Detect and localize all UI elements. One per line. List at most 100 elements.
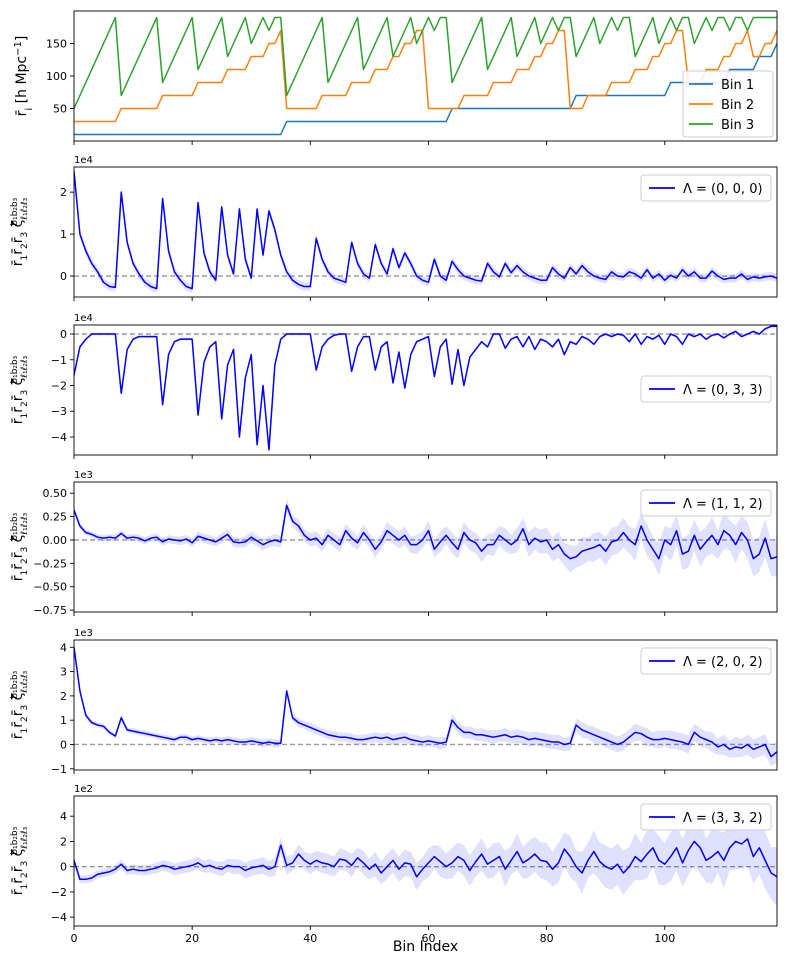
y-axis-label: r̄1r̄2r̄3 ζℓ₁ℓ₂ℓ₃b₁b₂b₃ xyxy=(10,670,30,739)
y-label-part: b₁b₂b₃ xyxy=(10,512,20,540)
y-label-part: r̄ xyxy=(10,407,26,413)
y-label-part: ℓ₁ℓ₂ℓ₃ xyxy=(20,512,30,535)
y-label-part: −1 xyxy=(13,41,24,56)
series-line--0-0-0- xyxy=(74,171,777,290)
y-label-part: 3 xyxy=(20,232,30,238)
plot-area xyxy=(74,325,777,452)
y-label-part: ζ xyxy=(10,535,26,547)
y-tick-label: −1 xyxy=(51,354,67,367)
y-label-part: ℓ₁ℓ₂ℓ₃ xyxy=(20,826,30,849)
legend-label: Λ = (1, 1, 2) xyxy=(683,497,763,512)
y-label-part: r̄ xyxy=(10,866,26,872)
y-tick-label: −0.25 xyxy=(33,557,67,570)
y-label-part: r̄ xyxy=(10,889,26,895)
legend-label: Λ = (0, 3, 3) xyxy=(683,383,763,398)
y-tick-label: 0.25 xyxy=(43,511,68,524)
y-label-part: ℓ₁ℓ₂ℓ₃ xyxy=(20,197,30,220)
legend-label: Bin 3 xyxy=(721,118,754,133)
legend-box xyxy=(640,174,772,202)
y-label-part: 1 xyxy=(20,884,30,890)
legend-label: Bin 1 xyxy=(721,78,754,93)
y-tick-label: 2 xyxy=(60,186,67,199)
y-label-part: b₁b₂b₃ xyxy=(10,197,20,225)
y-label-part: ℓ₁ℓ₂ℓ₃ xyxy=(20,670,30,693)
legend-label: Λ = (3, 3, 2) xyxy=(683,811,763,826)
x-tick-label: 20 xyxy=(185,932,199,945)
panel-1: 50 100 150 r̄i [h Mpc−1] Bin 1 Bin 2 Bin 3 xyxy=(13,10,778,145)
y-tick-label: 0.00 xyxy=(43,534,68,547)
y-label-part: 1 xyxy=(20,413,30,419)
y-label-part: r̄ xyxy=(10,733,26,739)
y-tick-label: 150 xyxy=(46,38,67,51)
plot-area xyxy=(74,811,777,907)
y-tick-label: −4 xyxy=(51,911,67,924)
y-axis-label: r̄1r̄2r̄3 ζℓ₁ℓ₂ℓ₃b₁b₂b₃ xyxy=(10,355,30,424)
y-label-part: ζ xyxy=(10,220,26,232)
y-label-part: 2 xyxy=(20,401,30,407)
y-label-part: 3 xyxy=(20,390,30,396)
y-label-part: 1 xyxy=(20,728,30,734)
series-line--3-3-2- xyxy=(74,838,777,881)
x-axis-label: Bin Index xyxy=(393,939,458,955)
axis-scale-label: 1e4 xyxy=(74,155,93,166)
axis-scale-label: 1e2 xyxy=(74,784,93,795)
y-label-part: ] xyxy=(14,36,30,41)
y-label-part: b₁b₂b₃ xyxy=(10,355,20,383)
axes-frame xyxy=(73,481,778,613)
y-label-part: r̄ xyxy=(10,418,26,424)
plot-area xyxy=(74,167,777,293)
y-axis-label: r̄1r̄2r̄3 ζℓ₁ℓ₂ℓ₃b₁b₂b₃ xyxy=(10,512,30,581)
y-label-part: r̄ xyxy=(10,575,26,581)
axis-scale-label: 1e3 xyxy=(74,628,93,639)
y-label-part: r̄ xyxy=(10,710,26,716)
legend: Bin 1 Bin 2 Bin 3 xyxy=(682,70,774,138)
y-tick-label: −0.50 xyxy=(33,581,67,594)
series-line-bin-1 xyxy=(74,43,777,136)
y-tick-label: −2 xyxy=(51,886,67,899)
uncertainty-band xyxy=(74,811,777,907)
y-label-part: ζ xyxy=(10,378,26,390)
axis-scale-label: 1e3 xyxy=(74,470,93,481)
uncertainty-band xyxy=(74,325,777,452)
series-line--1-1-2- xyxy=(74,504,777,560)
y-tick-label: 0 xyxy=(60,861,67,874)
legend-box xyxy=(640,803,772,831)
legend-box xyxy=(640,489,772,517)
legend-label: Λ = (0, 0, 0) xyxy=(683,182,763,197)
y-axis-label: r̄i [h Mpc−1] xyxy=(13,36,35,117)
axes-frame xyxy=(73,639,778,771)
y-tick-label: 2 xyxy=(60,690,67,703)
series-line--2-0-2- xyxy=(74,647,777,758)
y-tick-label: 0.50 xyxy=(43,487,68,500)
y-label-part: i xyxy=(24,108,35,111)
series-line-bin-2 xyxy=(74,29,777,123)
y-tick-label: 1 xyxy=(60,228,67,241)
y-label-part: 3 xyxy=(20,547,30,553)
legend-box xyxy=(640,647,772,675)
legend: Λ = (1, 1, 2) xyxy=(640,489,772,517)
legend: Λ = (3, 3, 2) xyxy=(640,803,772,831)
y-tick-label: 100 xyxy=(46,70,67,83)
y-label-part: ℓ₁ℓ₂ℓ₃ xyxy=(20,355,30,378)
legend: Λ = (2, 0, 2) xyxy=(640,647,772,675)
uncertainty-band xyxy=(74,644,777,767)
y-label-part: r̄ xyxy=(10,395,26,401)
y-label-part: 3 xyxy=(20,861,30,867)
y-label-part: r̄ xyxy=(10,564,26,570)
y-tick-label: −0.75 xyxy=(33,604,67,617)
x-tick-label: 0 xyxy=(71,932,78,945)
legend-label: Λ = (2, 0, 2) xyxy=(683,655,763,670)
y-label-part: 1 xyxy=(20,570,30,576)
panel-4: 0.50 0.25 0.00 −0.25 −0.50 −0.75 1e3 r̄1r̄2r̄3 … xyxy=(10,470,778,617)
y-tick-label: −1 xyxy=(51,763,67,776)
legend-box xyxy=(640,375,772,403)
x-tick-label: 40 xyxy=(303,932,317,945)
y-label-part: b₁b₂b₃ xyxy=(10,670,20,698)
y-label-part: r̄ xyxy=(10,878,26,884)
legend: Λ = (0, 0, 0) xyxy=(640,174,772,202)
y-tick-label: 1 xyxy=(60,714,67,727)
y-label-part: ζ xyxy=(10,693,26,705)
